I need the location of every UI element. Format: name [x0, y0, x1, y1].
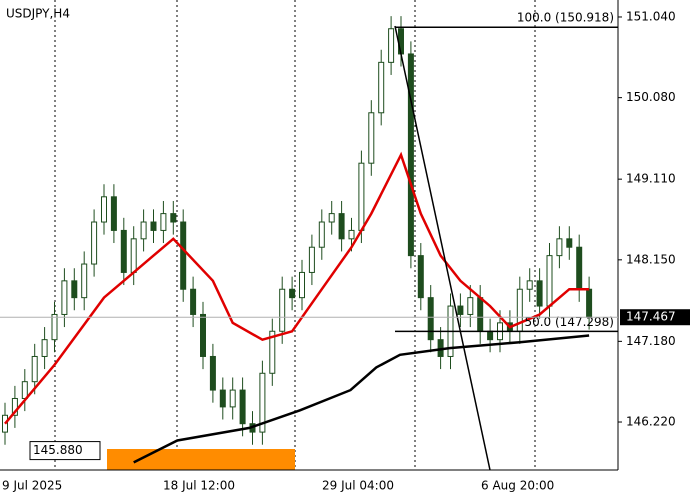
y-tick-label: 149.110: [626, 172, 676, 186]
candle-body: [31, 355, 38, 383]
moving-average: [133, 334, 590, 464]
candle-body: [556, 238, 563, 257]
candle-body: [338, 213, 345, 240]
candle-body: [160, 213, 167, 231]
candle-body: [398, 28, 404, 55]
fib-label: 100.0 (150.918): [517, 11, 614, 25]
y-tick-label: 150.080: [626, 90, 676, 104]
x-tick-label: 9 Jul 2025: [2, 479, 62, 493]
chart-title: USDJPY,H4: [6, 7, 70, 21]
candle-body: [388, 28, 395, 63]
candle-body: [120, 229, 127, 273]
zone-rectangle: [107, 449, 295, 470]
candle-body: [477, 297, 484, 332]
candle-body: [457, 305, 464, 315]
candle-body: [368, 112, 375, 164]
candle-body: [427, 297, 434, 341]
candle-body: [328, 213, 335, 223]
candle-body: [150, 221, 157, 231]
y-tick-label: 146.220: [626, 415, 676, 429]
candle-body: [299, 271, 305, 299]
x-tick-label: 6 Aug 20:00: [481, 479, 554, 493]
candle-body: [467, 297, 474, 315]
y-tick-label: 151.040: [626, 9, 676, 23]
candle-body: [289, 288, 296, 299]
candle-body: [81, 263, 88, 299]
fib-label: 50.0 (147.298): [524, 315, 614, 329]
candle-body: [566, 238, 573, 248]
candle-body: [378, 61, 385, 114]
candle-body: [51, 313, 58, 341]
candle-body: [61, 280, 68, 315]
candle-body: [348, 229, 355, 240]
candle-body: [180, 221, 187, 290]
candle-body: [358, 162, 365, 231]
candle-body: [526, 280, 533, 290]
y-tick-label: 147.180: [626, 334, 676, 348]
vertical-grid: [54, 0, 536, 470]
candle-body: [318, 221, 325, 248]
candle-body: [110, 196, 117, 231]
moving-average: [4, 151, 590, 425]
candle-body: [269, 330, 276, 374]
candle-body: [200, 313, 206, 357]
price-label-box: [29, 441, 101, 461]
x-tick-label: 29 Jul 04:00: [322, 479, 394, 493]
candle-body: [546, 255, 553, 307]
candle-body: [487, 330, 494, 341]
candle-body: [71, 280, 78, 299]
candle-body: [407, 53, 414, 257]
candle-body: [536, 280, 543, 307]
candle-body: [140, 221, 147, 240]
y-tick-label: 148.150: [626, 252, 676, 266]
current-price-box: [620, 309, 690, 326]
candle-body: [279, 288, 286, 332]
candle-body: [219, 389, 226, 408]
candle-body: [91, 221, 98, 265]
candle-body: [229, 389, 236, 408]
current-price-label: 147.467: [626, 310, 676, 324]
price-label: 145.880: [33, 443, 83, 457]
candle-body: [11, 397, 18, 416]
candle-body: [259, 372, 266, 433]
candle-body: [130, 238, 137, 273]
x-tick-label: 18 Jul 12:00: [163, 479, 235, 493]
candle-body: [239, 389, 246, 425]
candle-body: [586, 288, 593, 318]
candle-body: [101, 196, 107, 223]
candle-body: [190, 288, 197, 315]
candle-body: [576, 246, 583, 290]
candle-body: [170, 213, 177, 223]
candle-body: [417, 255, 424, 299]
candle-body: [21, 381, 28, 399]
candle-body: [308, 246, 315, 273]
trendline: [394, 25, 491, 471]
candle-body: [209, 355, 216, 391]
candle-body: [41, 339, 48, 357]
